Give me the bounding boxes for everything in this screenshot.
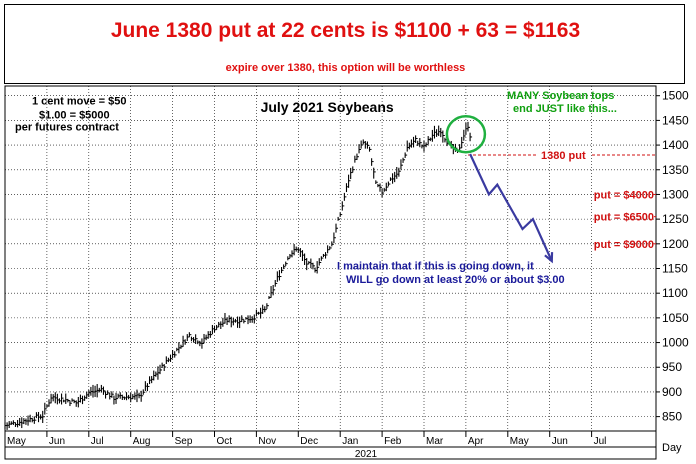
reference-label: 1380 put (541, 150, 586, 162)
put-value-label: put = $6500 (594, 212, 654, 224)
y-tick-label: 1250 (662, 212, 689, 226)
green-note-line: MANY Soybean tops (507, 90, 614, 102)
x-tick-label: Feb (384, 436, 402, 447)
x-tick-label: Jun (49, 436, 65, 447)
blue-note-line: I maintain that if this is going down, i… (337, 260, 534, 272)
y-tick-label: 1400 (662, 138, 689, 152)
x-year-label: 2021 (355, 449, 378, 460)
x-tick-label: Jun (552, 436, 568, 447)
y-tick-label: 950 (662, 360, 682, 374)
green-note-line: end JUST like this... (513, 103, 617, 115)
x-axis-band (4, 430, 657, 460)
x-tick-label: Jul (594, 436, 607, 447)
x-tick-label: Nov (258, 436, 276, 447)
y-tick-label: 1350 (662, 163, 689, 177)
y-tick-label: 1150 (662, 262, 688, 276)
top-circle (445, 114, 487, 154)
axes: 850 900 950 1000 1050 1100 1150 1200 1250 1300 135… (4, 89, 689, 460)
y-tick-label: 1200 (662, 237, 689, 251)
projection-arrowhead (544, 252, 554, 264)
x-tick-label: Apr (468, 436, 484, 447)
y-tick-label: 850 (662, 410, 682, 424)
subline: expire over 1380, this option will be wo… (225, 62, 466, 74)
y-tick-label: 1050 (662, 311, 689, 325)
x-tick-label: Sep (175, 436, 193, 447)
contract-info-line: 1 cent move = $50 (32, 96, 126, 108)
contract-info-line: $1.00 = $5000 (39, 109, 110, 121)
grid (4, 85, 657, 432)
y-tick-label: 1000 (662, 336, 689, 350)
y-tick-label: 900 (662, 385, 682, 399)
x-unit-label: Day (662, 442, 682, 454)
x-tick-label: Aug (133, 436, 151, 447)
x-tick-label: Dec (300, 436, 318, 447)
y-tick-label: 1100 (662, 286, 688, 300)
x-tick-label: Oct (217, 436, 233, 447)
y-tick-label: 1450 (662, 113, 689, 127)
x-tick-label: May (7, 436, 26, 447)
x-tick-label: Mar (426, 436, 444, 447)
x-tick-label: Jan (342, 436, 358, 447)
header-box: June 1380 put at 22 cents is $1100 + 63 … (4, 4, 685, 84)
y-tick-label: 1300 (662, 187, 689, 201)
annotations: July 2021 Soybeans 1 cent move = $50$1.00… (15, 90, 656, 286)
put-value-label: put = $9000 (594, 239, 654, 251)
x-tick-label: Jul (91, 436, 104, 447)
plot-area (4, 85, 657, 432)
price-bars (4, 121, 473, 430)
chart-title: July 2021 Soybeans (261, 99, 394, 115)
put-value-label: put = $4000 (594, 189, 654, 201)
blue-note-line: WILL go down at least 20% or about $3.00 (346, 274, 565, 286)
headline: June 1380 put at 22 cents is $1100 + 63 … (110, 19, 581, 42)
projection-line (469, 153, 553, 262)
y-tick-label: 1500 (662, 89, 689, 103)
contract-info-line: per futures contract (15, 121, 119, 133)
x-tick-label: May (510, 436, 529, 447)
